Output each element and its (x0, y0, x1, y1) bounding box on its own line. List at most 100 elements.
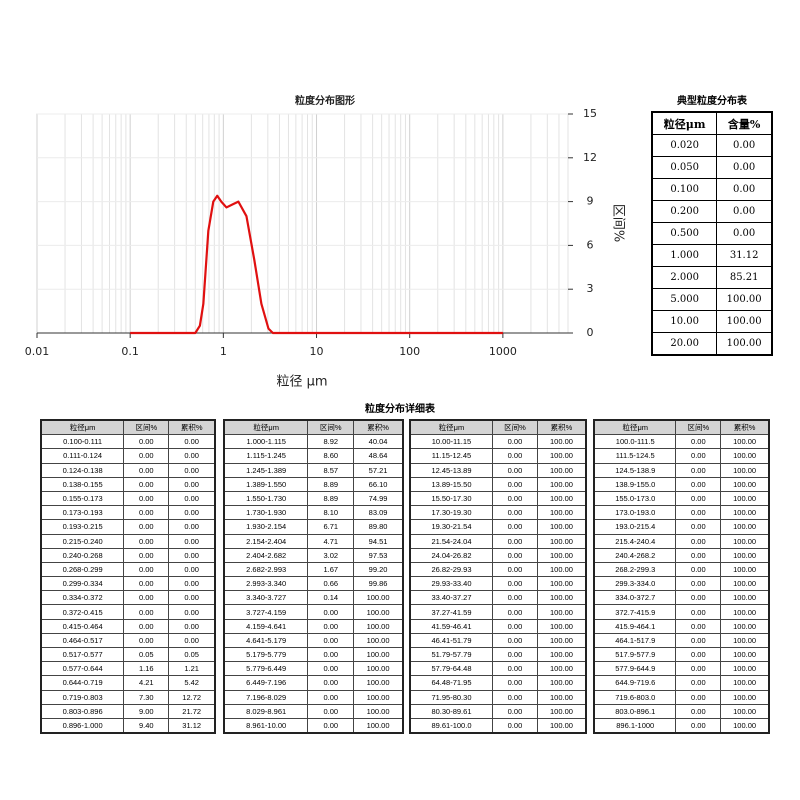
table-cell: 100.00 (353, 689, 404, 705)
table-cell: 8.89 (307, 476, 355, 492)
table-cell: 0.00 (491, 519, 538, 535)
table-cell: 17.30-19.30 (409, 505, 493, 521)
table-cell: 40.04 (353, 434, 404, 450)
table-row: 0.173-0.193 0.00 0.00 (40, 505, 216, 521)
y-tick-label: 3 (587, 282, 594, 295)
table-cell: 0.500 (651, 222, 718, 245)
table-cell: 0.00 (307, 703, 355, 719)
table-row: 2.000 85.21 (651, 266, 773, 289)
table-cell: 0.00 (675, 576, 722, 592)
table-cell: 100.00 (353, 590, 404, 606)
table-cell: 0.00 (123, 632, 170, 649)
table-row: 0.464-0.517 0.00 0.00 (40, 632, 216, 649)
table-row: 7.196-8.029 0.00 100.00 (223, 689, 404, 705)
table-cell: 299.3-334.0 (593, 576, 677, 592)
table-row: 46.41-51.79 0.00 100.00 (409, 632, 587, 649)
table-cell: 577.9-644.9 (593, 661, 677, 677)
table-row: 24.04-26.82 0.00 100.00 (409, 547, 587, 563)
table-cell: 2.154-2.404 (223, 533, 309, 549)
table-row: 1.000 31.12 (651, 244, 773, 267)
table-row: 0.020 0.00 (651, 134, 773, 157)
table-cell: 48.64 (353, 448, 404, 464)
table-cell: 0.00 (716, 222, 773, 245)
table-cell: 100.00 (536, 675, 587, 691)
table-cell: 0.00 (168, 505, 216, 521)
table-cell: 100.00 (716, 288, 773, 311)
table-cell: 100.00 (536, 618, 587, 634)
table-cell: 0.896-1.000 (40, 717, 125, 734)
table-cell: 0.268-0.299 (40, 561, 125, 578)
table-cell: 0.464-0.517 (40, 632, 125, 649)
table-cell: 100.00 (353, 661, 404, 677)
table-cell: 94.51 (353, 533, 404, 549)
table-row: 0.334-0.372 0.00 0.00 (40, 590, 216, 606)
table-cell: 0.00 (168, 490, 216, 507)
header-cell: 累积% (353, 419, 404, 436)
table-cell: 31.12 (716, 244, 773, 267)
table-row: 155.0-173.0 0.00 100.00 (593, 490, 770, 507)
table-row: 26.82-29.93 0.00 100.00 (409, 561, 587, 578)
table-cell: 193.0-215.4 (593, 519, 677, 535)
table-cell: 9.00 (123, 703, 170, 719)
header-cell: 粒径μm (409, 419, 493, 436)
table-cell: 100.00 (720, 675, 770, 691)
table-cell: 8.029-8.961 (223, 703, 309, 719)
table-cell: 111.5-124.5 (593, 448, 677, 464)
header-cell: 区间% (307, 419, 355, 436)
table-cell: 0.00 (123, 604, 170, 620)
table-cell: 24.04-26.82 (409, 547, 493, 563)
table-cell: 13.89-15.50 (409, 476, 493, 492)
table-cell: 100.00 (720, 505, 770, 521)
table-cell: 896.1-1000 (593, 717, 677, 734)
table-cell: 100.00 (720, 646, 770, 663)
table-cell: 0.00 (307, 604, 355, 620)
table-cell: 2.404-2.682 (223, 547, 309, 563)
table-row: 37.27-41.59 0.00 100.00 (409, 604, 587, 620)
table-row: 57.79-64.48 0.00 100.00 (409, 661, 587, 677)
table-row: 33.40-37.27 0.00 100.00 (409, 590, 587, 606)
table-row: 0.050 0.00 (651, 156, 773, 179)
table-cell: 2.682-2.993 (223, 561, 309, 578)
table-cell: 100.00 (720, 462, 770, 478)
table-row: 138.9-155.0 0.00 100.00 (593, 476, 770, 492)
table-cell: 100.00 (536, 561, 587, 578)
table-cell: 2.000 (651, 266, 718, 289)
header-cell: 区间% (675, 419, 722, 436)
table-row: 20.00 100.00 (651, 332, 773, 356)
table-cell: 100.00 (720, 519, 770, 535)
table-cell: 5.179-5.779 (223, 646, 309, 663)
table-cell: 100.00 (536, 505, 587, 521)
table-cell: 0.00 (168, 576, 216, 592)
table-cell: 0.00 (491, 561, 538, 578)
table-cell: 0.00 (675, 661, 722, 677)
table-cell: 0.215-0.240 (40, 533, 125, 549)
table-row: 71.95-80.30 0.00 100.00 (409, 689, 587, 705)
table-cell: 85.21 (716, 266, 773, 289)
table-row: 0.415-0.464 0.00 0.00 (40, 618, 216, 634)
table-cell: 4.159-4.641 (223, 618, 309, 634)
table-cell: 71.95-80.30 (409, 689, 493, 705)
table-cell: 64.48-71.95 (409, 675, 493, 691)
table-cell: 0.00 (491, 462, 538, 478)
y-tick-label: 15 (583, 107, 597, 120)
table-cell: 100.00 (720, 547, 770, 563)
table-cell: 138.9-155.0 (593, 476, 677, 492)
table-cell: 9.40 (123, 717, 170, 734)
header-row: 粒径μm 区间% 累积% (223, 419, 404, 436)
table-cell: 4.21 (123, 675, 170, 691)
table-row: 464.1-517.9 0.00 100.00 (593, 632, 770, 649)
table-cell: 0.00 (168, 632, 216, 649)
table-cell: 11.15-12.45 (409, 448, 493, 464)
table-cell: 215.4-240.4 (593, 533, 677, 549)
table-cell: 100.00 (536, 646, 587, 663)
table-cell: 0.00 (675, 590, 722, 606)
table-cell: 372.7-415.9 (593, 604, 677, 620)
table-cell: 15.50-17.30 (409, 490, 493, 507)
table-cell: 100.00 (353, 618, 404, 634)
detail-block: 粒径μm 区间% 累积% 1.000-1.115 8.92 40.04 1.115-1.24… (223, 419, 404, 735)
table-cell: 0.00 (168, 533, 216, 549)
table-cell: 5.779-6.449 (223, 661, 309, 677)
table-cell: 100.00 (720, 476, 770, 492)
table-row: 0.644-0.719 4.21 5.42 (40, 675, 216, 691)
table-cell: 100.00 (353, 717, 404, 734)
